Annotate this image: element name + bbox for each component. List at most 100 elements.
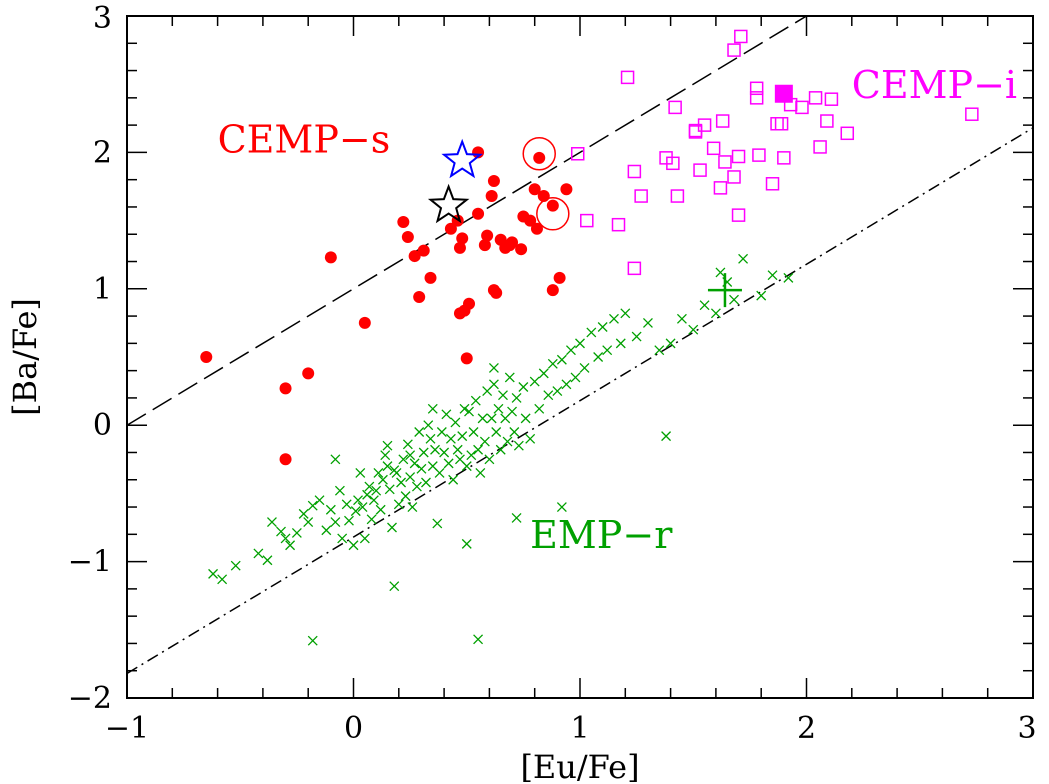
cemp-s-point	[506, 236, 519, 249]
emp-r-point	[330, 454, 341, 465]
cemp-i-point	[734, 29, 748, 44]
reference-lines	[126, 15, 1034, 675]
emp-r-point	[380, 450, 391, 461]
emp-r-point	[710, 308, 721, 319]
cemp-s-point	[413, 290, 426, 303]
emp-r-point	[504, 372, 515, 383]
cemp-i-point	[752, 148, 766, 162]
cemp-i-point	[718, 155, 732, 169]
emp-r-point	[230, 560, 241, 571]
cemp-s-point	[424, 271, 437, 284]
cemp-i-point	[715, 114, 730, 128]
y-axis-title: [Ba/Fe]	[6, 298, 44, 416]
emp-r-point	[330, 517, 341, 528]
cemp-i-point	[688, 125, 703, 139]
y-tick-label: −1	[68, 545, 112, 580]
cemp-s-point	[302, 367, 315, 380]
emp-r-point	[427, 403, 438, 414]
emp-r-point	[676, 313, 687, 324]
cemp-s-point	[460, 352, 473, 365]
cemp-s-point	[472, 207, 485, 220]
emp-r-point	[452, 444, 463, 455]
cemp-i-point	[749, 91, 764, 105]
cemp-i-point	[820, 114, 834, 128]
emp-r-point	[362, 489, 373, 500]
emp-r-point	[495, 444, 506, 455]
emp-r-point	[715, 267, 726, 278]
emp-r-point	[423, 420, 434, 431]
emp-r-point	[783, 272, 794, 283]
emp-r-point	[561, 379, 572, 390]
emp-r-point	[359, 533, 370, 544]
cemp-s-point	[560, 183, 573, 196]
emp-r-point	[387, 522, 397, 533]
cemp-s-point	[401, 230, 414, 243]
cemp-i-point	[770, 117, 784, 131]
emp-r-point	[253, 548, 264, 559]
cemp-i-highlight-point	[774, 84, 793, 103]
cemp-i-point	[668, 100, 682, 115]
emp-r-point	[661, 431, 672, 442]
emp-r-point	[384, 484, 395, 495]
emp-r-point	[631, 331, 642, 342]
group-label: EMP−r	[530, 513, 673, 557]
x-tick-label: 1	[570, 711, 589, 746]
cemp-i-point	[840, 126, 855, 141]
emp-r-point	[321, 525, 332, 536]
emp-r-point	[473, 444, 484, 455]
emp-r-point	[699, 300, 710, 311]
cemp-s-point	[515, 243, 528, 256]
emp-r-point	[556, 502, 567, 512]
cemp-i-point	[795, 100, 809, 115]
emp-r-point	[325, 504, 336, 515]
cemp-i-point	[727, 170, 741, 184]
cemp-i-point	[824, 92, 839, 106]
group-annotations: CEMP−s CEMP−i EMP−r	[218, 63, 1017, 557]
cemp-s-circled-point	[522, 137, 556, 171]
emp-r-point	[405, 450, 416, 461]
emp-r-point	[396, 477, 407, 488]
emp-r-point	[575, 338, 585, 349]
cemp-i-point	[713, 181, 728, 195]
emp-r-point	[593, 352, 604, 362]
emp-r-point	[609, 313, 619, 324]
emp-r-point	[620, 308, 631, 319]
cemp-s-point	[408, 250, 421, 263]
emp-r-point	[366, 514, 377, 525]
emp-r-point	[464, 406, 474, 417]
emp-r-point	[414, 427, 425, 437]
cemp-s-point	[546, 199, 559, 212]
cemp-s-point	[487, 175, 500, 188]
dashdot-reference-line	[126, 127, 1034, 675]
emp-r-point	[402, 439, 413, 450]
axis-ticks	[126, 15, 1034, 699]
emp-r-point	[597, 322, 608, 332]
cemp-i-point	[965, 107, 979, 121]
emp-r-point	[470, 395, 481, 406]
y-tick-label: −2	[68, 681, 112, 716]
emp-r-point	[488, 379, 499, 390]
cemp-i-point	[580, 213, 594, 228]
emp-r-point	[357, 502, 368, 512]
emp-r-point	[436, 427, 447, 437]
y-tick-label: 0	[93, 408, 112, 443]
cemp-i-point	[727, 43, 741, 57]
cemp-i-point	[731, 208, 746, 222]
y-tick-label: 3	[93, 1, 112, 36]
emp-r-point	[570, 372, 581, 383]
emp-r-point	[615, 338, 626, 349]
emp-r-point	[473, 634, 484, 645]
emp-r-point	[518, 382, 529, 392]
emp-r-point	[307, 635, 318, 646]
emp-r-point	[466, 450, 477, 461]
emp-r-point	[509, 427, 520, 437]
x-tick-label: 0	[344, 711, 363, 746]
emp-r-point	[767, 270, 778, 281]
emp-r-point	[468, 427, 479, 437]
emp-r-point	[307, 500, 318, 511]
cemp-s-point	[324, 251, 337, 264]
emp-r-point	[565, 345, 576, 356]
cemp-s-point	[463, 297, 476, 310]
emp-r-point	[457, 431, 468, 442]
